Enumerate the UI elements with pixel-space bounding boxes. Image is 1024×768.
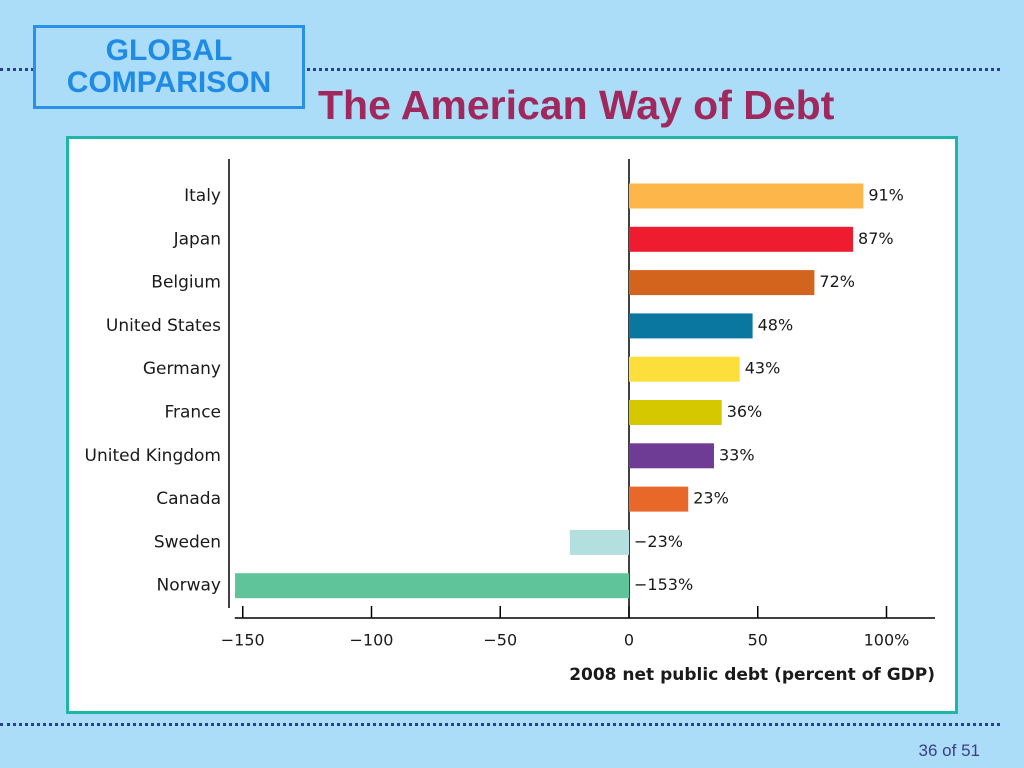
value-label: 87% [858,229,894,248]
category-label: Germany [143,359,221,379]
value-label: 48% [758,315,794,334]
value-label: 36% [727,402,763,421]
category-label: United Kingdom [85,446,221,466]
bar-norway [235,573,629,599]
value-label: −153% [634,575,693,594]
value-label: 72% [819,272,855,291]
badge-line-2: COMPARISON [66,66,272,99]
bar-germany [629,356,740,382]
x-tick-label: −100 [350,631,394,650]
value-label: 23% [693,489,729,508]
value-label: 91% [868,186,904,205]
bar-japan [629,226,854,252]
category-label: Italy [184,186,221,206]
category-label: Japan [173,229,221,249]
bar-united-kingdom [629,443,714,469]
value-label: 43% [745,359,781,378]
category-label: Norway [157,576,222,596]
top-divider [0,68,1000,71]
category-label: France [164,403,221,423]
x-axis-label: 2008 net public debt (percent of GDP) [569,665,935,685]
global-comparison-badge: GLOBAL COMPARISON [33,25,305,109]
bar-italy [629,183,864,209]
category-label: United States [106,316,221,336]
slide-title: The American Way of Debt [318,82,835,128]
bar-canada [629,486,689,512]
chart-panel: Italy 91% Japan 87% Belgium 72% United States 4… [66,136,958,714]
bar-belgium [629,270,815,296]
x-tick-label: −150 [221,631,265,650]
category-label: Canada [156,489,221,509]
x-tick-label: 0 [624,631,634,650]
bottom-divider [0,723,1000,726]
debt-bar-chart: Italy 91% Japan 87% Belgium 72% United States 4… [85,159,935,685]
bar-france [629,400,722,425]
x-tick-label: 100% [864,631,910,650]
bar-united-states [629,313,753,339]
category-label: Belgium [151,273,221,293]
value-label: −23% [634,532,683,551]
x-tick-label: 50 [748,631,768,650]
badge-line-1: GLOBAL [105,34,233,67]
value-label: 33% [719,445,755,464]
page-counter: 36 of 51 [918,741,980,760]
x-tick-label: −50 [483,631,517,650]
bar-sweden [569,529,629,555]
category-label: Sweden [154,532,221,552]
